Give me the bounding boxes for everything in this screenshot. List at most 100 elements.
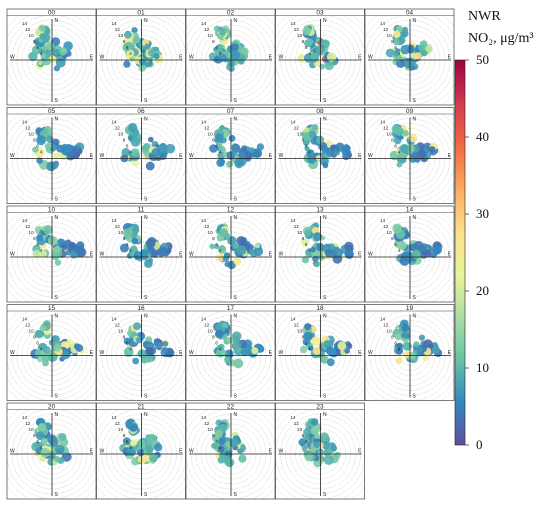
concentration-blob bbox=[32, 146, 39, 153]
compass-east-label: E bbox=[179, 449, 183, 455]
radial-label: 10 bbox=[208, 33, 214, 38]
radial-label: 6 bbox=[215, 144, 218, 149]
compass-north-label: N bbox=[144, 117, 148, 123]
concentration-blob bbox=[130, 137, 141, 147]
concentration-blob bbox=[304, 145, 310, 152]
concentration-blob bbox=[148, 452, 155, 458]
radial-label: 6 bbox=[126, 341, 129, 346]
radial-label: 12 bbox=[204, 126, 210, 131]
panel-frame bbox=[96, 107, 186, 204]
compass-north-label: N bbox=[323, 412, 327, 418]
concentration-blob bbox=[324, 60, 334, 71]
concentration-blob bbox=[36, 135, 47, 146]
radial-label: 14 bbox=[290, 415, 296, 420]
radial-label: 4 bbox=[398, 51, 401, 56]
radial-label: 12 bbox=[294, 421, 300, 426]
concentration-blob bbox=[43, 346, 51, 354]
radial-label: 6 bbox=[126, 242, 129, 247]
compass-north-label: N bbox=[55, 117, 59, 123]
radial-label: 10 bbox=[29, 230, 35, 235]
compass-west-label: W bbox=[189, 153, 194, 159]
radial-label: 14 bbox=[290, 218, 296, 223]
concentration-blob bbox=[432, 245, 442, 255]
concentration-blob bbox=[218, 438, 225, 446]
concentration-blob bbox=[222, 322, 228, 328]
panel-title: 15 bbox=[48, 305, 56, 312]
radial-label: 4 bbox=[398, 347, 401, 352]
compass-east-label: E bbox=[358, 252, 362, 258]
concentration-blob bbox=[326, 347, 333, 354]
concentration-blob bbox=[402, 351, 410, 358]
concentration-blob bbox=[419, 251, 428, 259]
compass-east-label: E bbox=[448, 252, 452, 258]
radial-label: 12 bbox=[115, 421, 121, 426]
radial-label: 8 bbox=[302, 138, 305, 143]
panel-title: 18 bbox=[316, 305, 324, 312]
radial-label: 10 bbox=[118, 329, 124, 334]
radial-label: 4 bbox=[219, 445, 222, 450]
compass-west-label: W bbox=[100, 153, 105, 159]
concentration-blob bbox=[408, 133, 418, 143]
concentration-blob bbox=[394, 333, 402, 341]
compass-west-label: W bbox=[279, 449, 284, 455]
radial-label: 10 bbox=[297, 427, 303, 432]
radial-label: 4 bbox=[40, 445, 43, 450]
concentration-blob bbox=[40, 52, 47, 59]
compass-north-label: N bbox=[323, 314, 327, 320]
concentration-blob bbox=[330, 444, 337, 452]
panel-title: 01 bbox=[137, 10, 145, 17]
compass-south-label: S bbox=[55, 394, 59, 400]
radial-label: 8 bbox=[302, 335, 305, 340]
panel-title: 22 bbox=[227, 404, 235, 411]
concentration-blob bbox=[313, 232, 322, 242]
radial-label: 4 bbox=[129, 51, 132, 56]
concentration-blob bbox=[321, 39, 330, 49]
concentration-surface bbox=[299, 323, 353, 367]
radial-label: 12 bbox=[115, 27, 121, 32]
compass-west-label: W bbox=[10, 252, 15, 258]
radial-label: 6 bbox=[305, 45, 308, 50]
radial-label: 12 bbox=[204, 224, 210, 229]
concentration-blob bbox=[75, 245, 85, 256]
radial-label: 10 bbox=[297, 132, 303, 137]
compass-north-label: N bbox=[144, 215, 148, 221]
concentration-blob bbox=[304, 452, 314, 462]
concentration-blob bbox=[147, 433, 157, 443]
compass-north-label: N bbox=[55, 215, 59, 221]
concentration-blob bbox=[51, 252, 60, 261]
radial-label: 4 bbox=[129, 150, 132, 155]
concentration-blob bbox=[54, 152, 60, 158]
radial-label: 6 bbox=[215, 242, 218, 247]
concentration-blob bbox=[133, 322, 142, 331]
compass-south-label: S bbox=[323, 492, 327, 498]
radial-label: 14 bbox=[201, 21, 207, 26]
compass-west-label: W bbox=[279, 55, 284, 61]
concentration-blob bbox=[43, 225, 53, 235]
compass-west-label: W bbox=[100, 350, 105, 356]
concentration-blob bbox=[125, 419, 133, 427]
concentration-blob bbox=[64, 144, 73, 153]
compass-north-label: N bbox=[55, 18, 59, 24]
concentration-blob bbox=[297, 54, 306, 63]
radial-label: 14 bbox=[111, 120, 117, 125]
radial-label: 4 bbox=[40, 248, 43, 253]
concentration-blob bbox=[144, 43, 151, 50]
compass-east-label: E bbox=[90, 252, 94, 258]
compass-north-label: N bbox=[323, 117, 327, 123]
concentration-blob bbox=[158, 143, 168, 154]
compass-north-label: N bbox=[55, 314, 59, 320]
concentration-surface bbox=[119, 222, 173, 268]
radial-label: 6 bbox=[36, 341, 39, 346]
concentration-blob bbox=[224, 450, 230, 456]
compass-west-label: W bbox=[189, 55, 194, 61]
compass-north-label: N bbox=[234, 18, 238, 24]
concentration-blob bbox=[162, 341, 169, 347]
concentration-blob bbox=[55, 444, 65, 455]
concentration-blob bbox=[214, 244, 220, 250]
panel-frame bbox=[364, 8, 455, 106]
